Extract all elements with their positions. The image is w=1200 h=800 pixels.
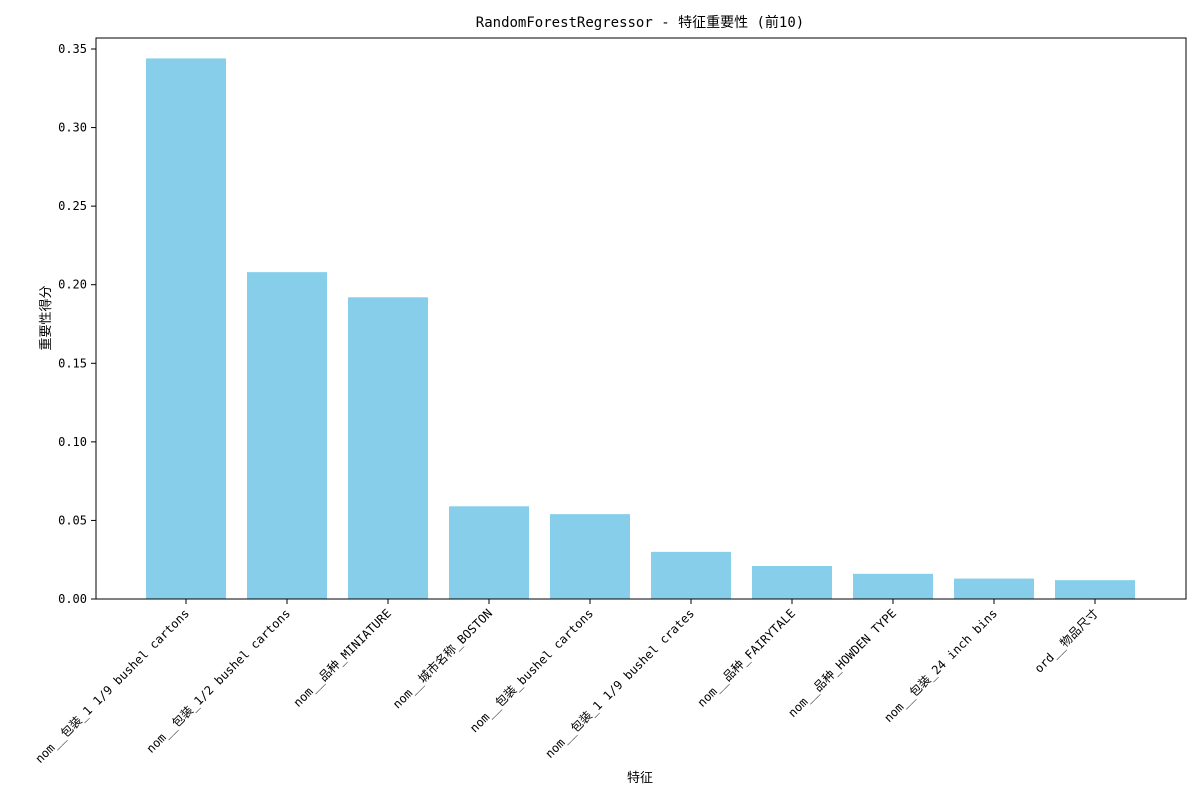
bar — [247, 272, 327, 599]
chart-title: RandomForestRegressor - 特征重要性 (前10) — [476, 14, 804, 31]
bars-layer — [146, 58, 1135, 599]
y-tick-label: 0.35 — [58, 42, 87, 56]
y-tick-label: 0.05 — [58, 513, 87, 527]
bar — [954, 578, 1034, 599]
plot-frame — [95, 37, 1187, 600]
y-tick-label: 0.25 — [58, 199, 87, 213]
x-axis-label: 特征 — [627, 771, 653, 786]
y-axis-ticks: 0.00 0.05 0.10 0.15 0.20 0.25 0.30 0.35 — [58, 42, 96, 606]
y-tick-label: 0.10 — [58, 435, 87, 449]
bar — [550, 514, 630, 599]
y-tick-label: 0.00 — [58, 592, 87, 606]
bar — [853, 573, 933, 599]
bar — [1055, 580, 1135, 599]
y-axis-label: 重要性得分 — [38, 285, 54, 350]
bar — [651, 551, 731, 599]
bar — [449, 506, 529, 599]
y-tick-label: 0.15 — [58, 356, 87, 370]
bar — [146, 58, 226, 599]
bar — [348, 297, 428, 599]
bar — [752, 566, 832, 599]
y-tick-label: 0.30 — [58, 121, 87, 135]
y-tick-label: 0.20 — [58, 278, 87, 292]
